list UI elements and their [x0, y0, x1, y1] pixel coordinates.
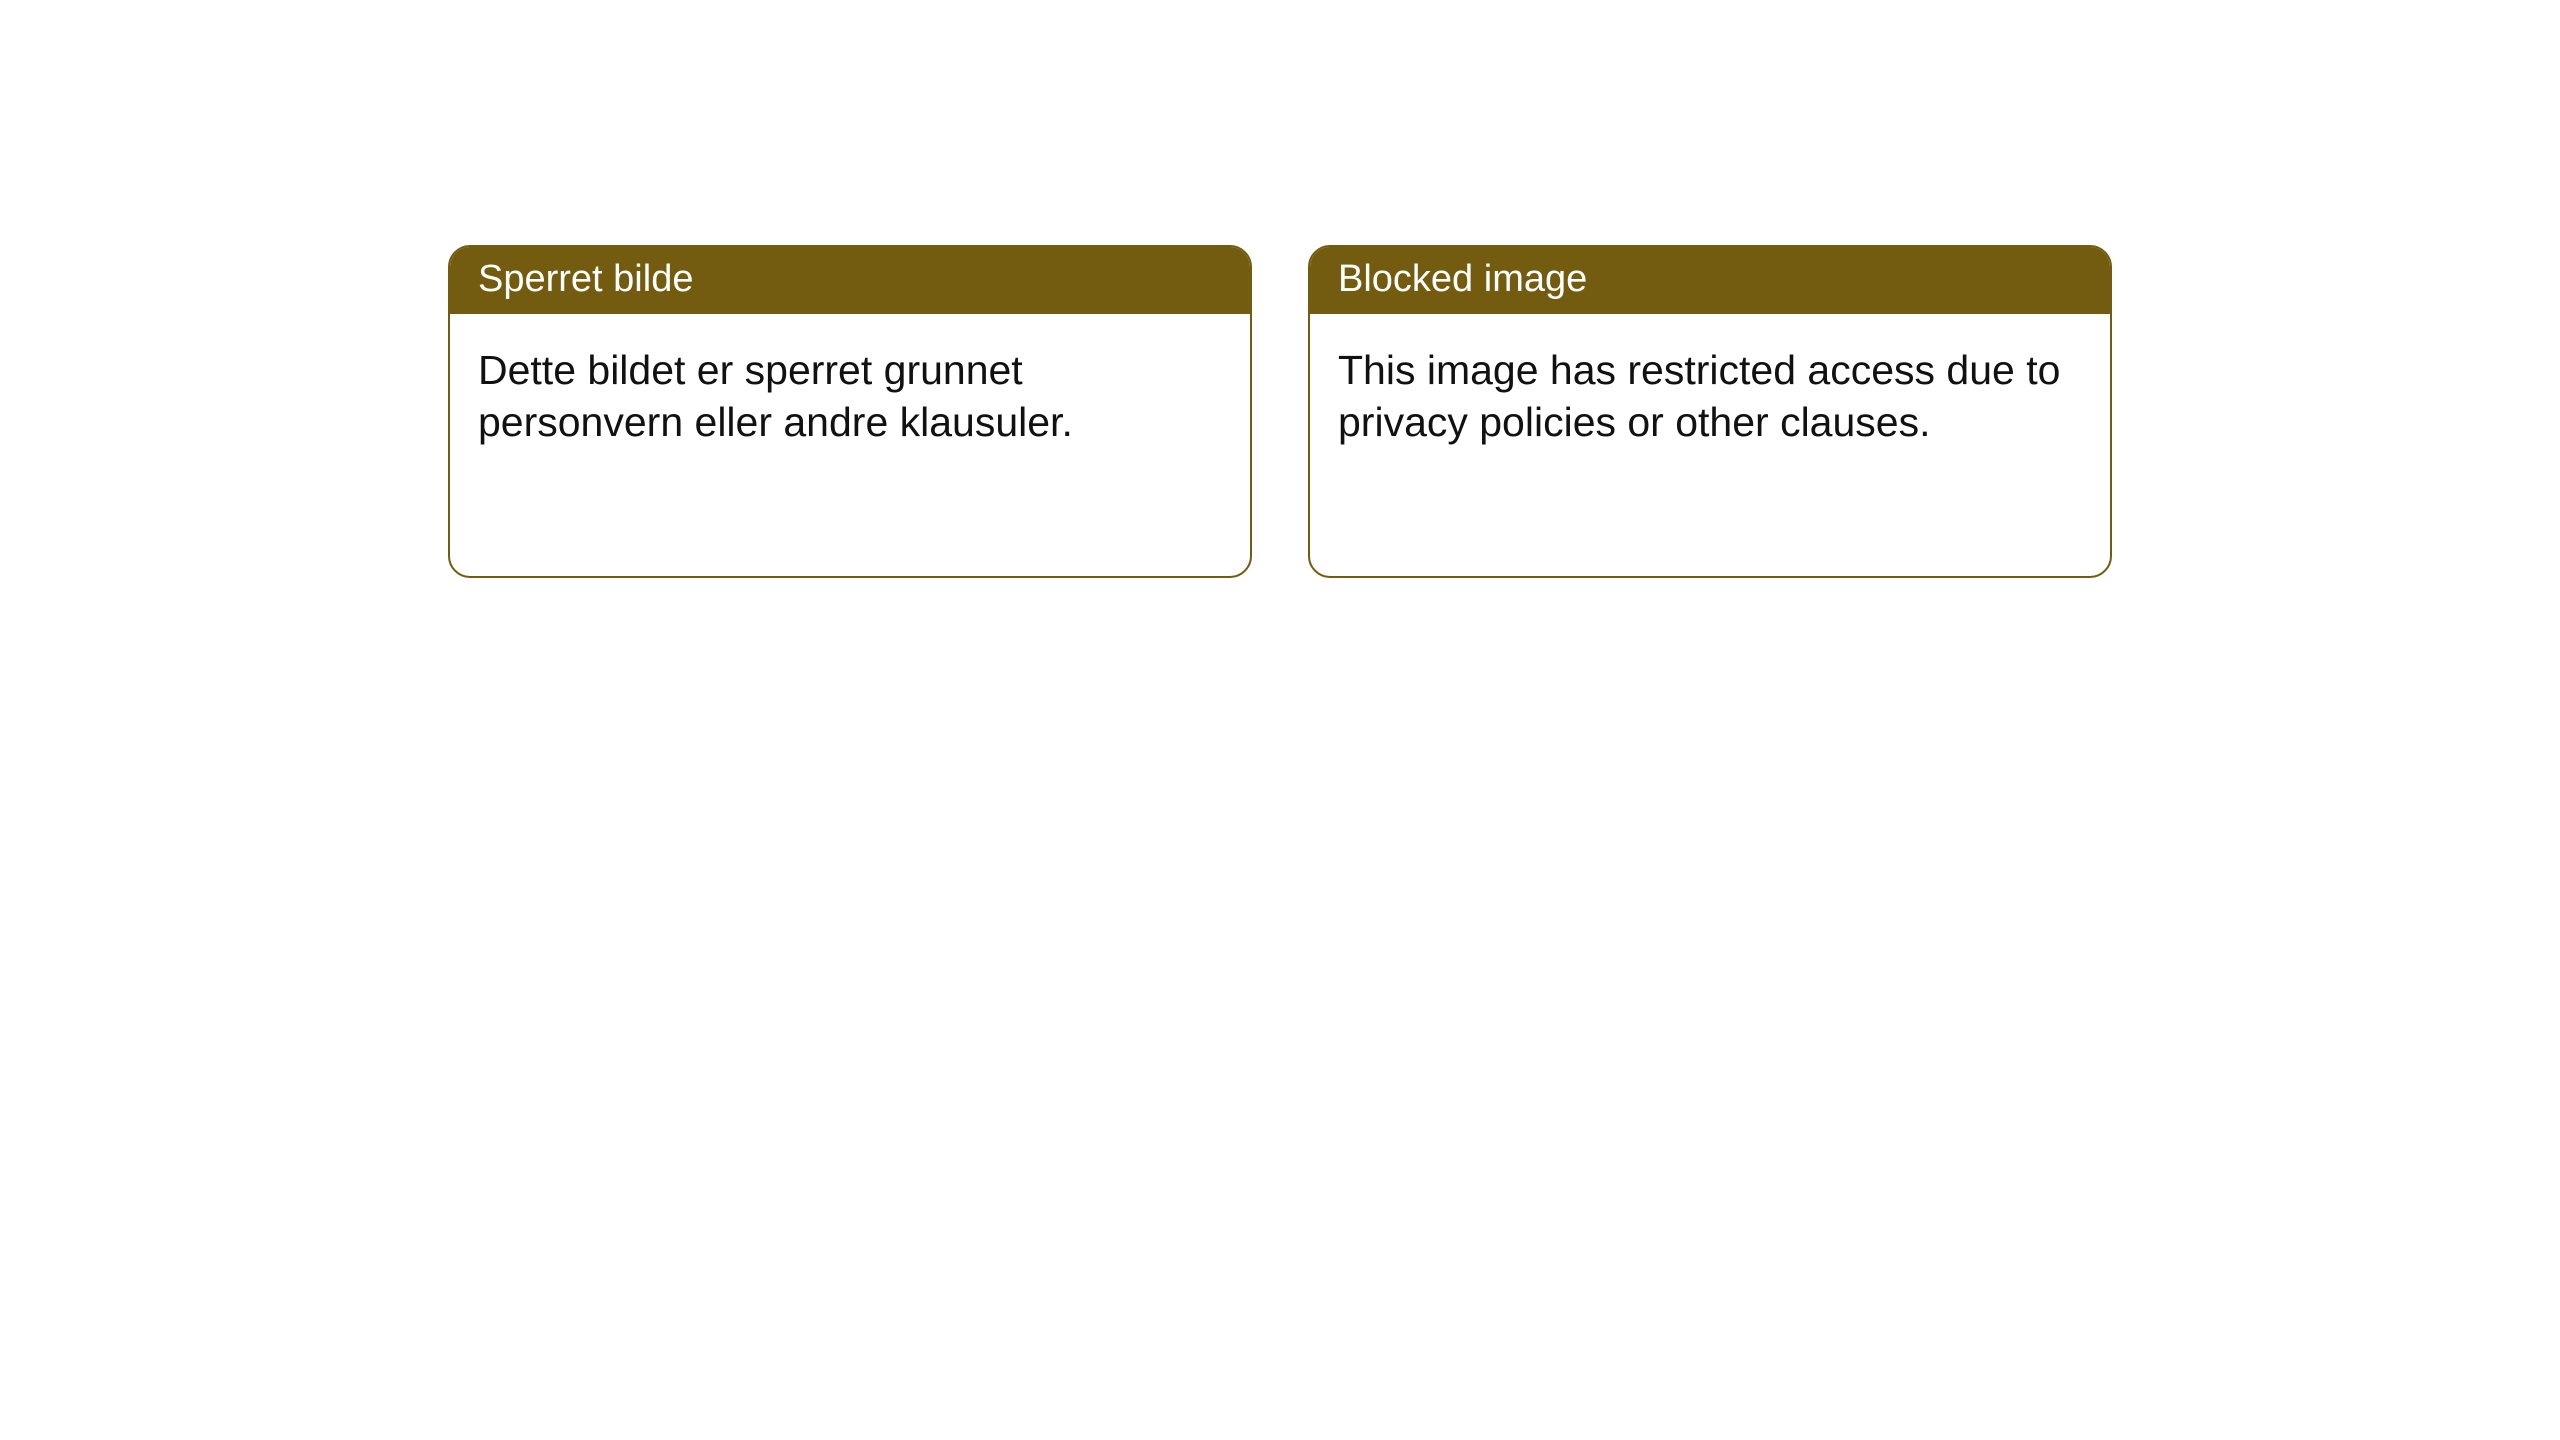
card-body-en: This image has restricted access due to … [1310, 314, 2110, 478]
card-message-en: This image has restricted access due to … [1338, 347, 2060, 445]
card-message-no: Dette bildet er sperret grunnet personve… [478, 347, 1073, 445]
blocked-image-card-en: Blocked image This image has restricted … [1308, 245, 2112, 578]
card-title-en: Blocked image [1338, 258, 1587, 300]
card-body-no: Dette bildet er sperret grunnet personve… [450, 314, 1250, 478]
card-header-no: Sperret bilde [450, 247, 1250, 314]
cards-container: Sperret bilde Dette bildet er sperret gr… [448, 245, 2112, 578]
card-title-no: Sperret bilde [478, 258, 693, 300]
card-header-en: Blocked image [1310, 247, 2110, 314]
blocked-image-card-no: Sperret bilde Dette bildet er sperret gr… [448, 245, 1252, 578]
